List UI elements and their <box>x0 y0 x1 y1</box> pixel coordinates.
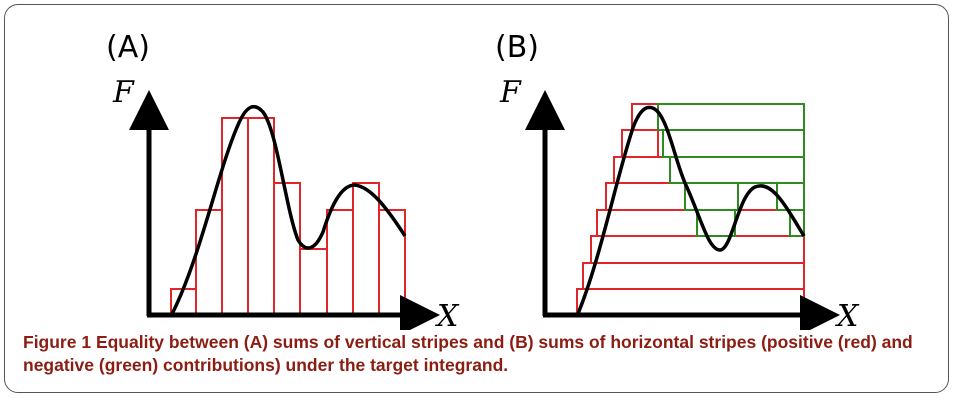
panel-a: (A) F X <box>106 30 460 330</box>
panel-b-x-axis-label: X <box>835 299 860 330</box>
panel-b-label: (B) <box>495 30 539 65</box>
positive-stripe <box>582 262 805 290</box>
positive-stripe <box>576 288 805 316</box>
panel-a-label: (A) <box>106 30 150 65</box>
negative-stripe <box>662 129 805 158</box>
negative-stripe <box>776 182 805 211</box>
negative-stripe <box>657 103 805 131</box>
negative-stripe <box>669 156 805 184</box>
vertical-stripe <box>326 209 354 316</box>
vertical-stripe <box>352 182 380 316</box>
vertical-stripe <box>195 209 223 316</box>
figure-diagram: (A) F X (B) F X <box>106 30 860 330</box>
integrand-curve-a <box>169 104 407 317</box>
figure-caption: Figure 1 Equality between (A) sums of ve… <box>23 331 923 377</box>
panel-b: (B) F X <box>495 30 860 330</box>
vertical-stripe <box>299 248 328 316</box>
panel-a-x-axis-label: X <box>435 299 460 330</box>
negative-stripe <box>789 209 805 237</box>
integrand-curve-b <box>575 105 806 317</box>
figure-number: Figure 1 <box>23 332 92 352</box>
positive-stripe <box>590 235 805 264</box>
negative-horizontal-stripes <box>657 103 805 237</box>
vertical-stripe <box>247 117 275 316</box>
figure-frame <box>4 4 949 393</box>
panel-b-y-axis-label: F <box>499 75 522 110</box>
panel-a-y-axis-label: F <box>112 75 135 110</box>
positive-stripe <box>605 182 805 211</box>
vertical-stripe <box>378 209 406 316</box>
vertical-stripe <box>221 117 249 316</box>
caption-text: Equality between (A) sums of vertical st… <box>23 332 913 375</box>
